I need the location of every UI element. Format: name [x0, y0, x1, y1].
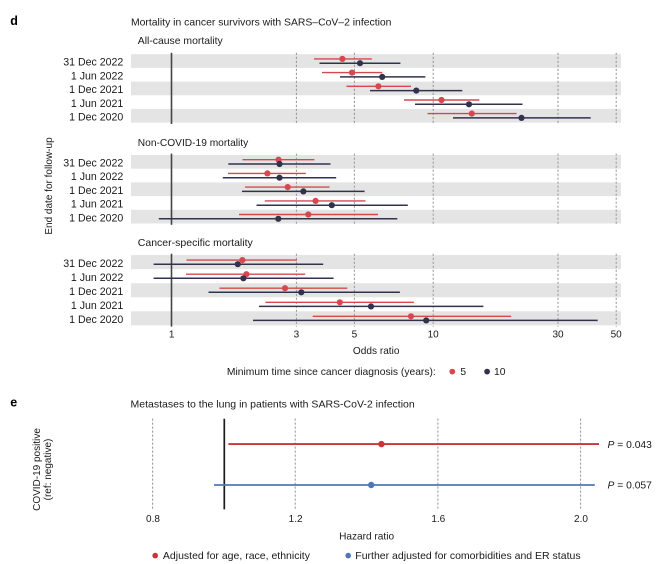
svg-text:e: e	[10, 396, 17, 410]
svg-text:1 Dec 2020: 1 Dec 2020	[69, 314, 123, 326]
svg-text:1 Jun 2021: 1 Jun 2021	[71, 98, 124, 110]
svg-text:1 Dec 2020: 1 Dec 2020	[69, 111, 123, 123]
svg-text:Hazard ratio: Hazard ratio	[339, 532, 394, 543]
svg-text:1 Dec 2020: 1 Dec 2020	[69, 212, 123, 224]
svg-text:Adjusted for age, race, ethnic: Adjusted for age, race, ethnicity	[163, 550, 311, 562]
svg-text:End date for follow-up: End date for follow-up	[44, 137, 55, 235]
svg-text:1 Dec 2021: 1 Dec 2021	[69, 286, 123, 298]
svg-text:1: 1	[169, 330, 175, 341]
svg-text:1 Dec 2021: 1 Dec 2021	[69, 84, 123, 96]
svg-text:Odds ratio: Odds ratio	[353, 346, 400, 357]
svg-text:10: 10	[428, 330, 440, 341]
svg-text:5: 5	[352, 330, 358, 341]
svg-text:31 Dec 2022: 31 Dec 2022	[63, 158, 123, 170]
svg-text:31 Dec 2022: 31 Dec 2022	[63, 57, 123, 69]
svg-text:1 Jun 2022: 1 Jun 2022	[71, 171, 124, 183]
svg-text:Minimum time since cancer diag: Minimum time since cancer diagnosis (yea…	[227, 367, 436, 378]
svg-text:P = 0.043: P = 0.043	[608, 440, 653, 451]
svg-text:2.0: 2.0	[574, 514, 588, 525]
svg-text:Metastases to the lung in pati: Metastases to the lung in patients with …	[131, 398, 415, 410]
svg-text:Non-COVID-19 mortality: Non-COVID-19 mortality	[138, 138, 249, 149]
svg-text:1.6: 1.6	[431, 514, 445, 525]
svg-text:3: 3	[294, 330, 300, 341]
svg-text:31 Dec 2022: 31 Dec 2022	[63, 258, 123, 270]
svg-text:1 Jun 2021: 1 Jun 2021	[71, 199, 124, 211]
svg-text:1 Jun 2022: 1 Jun 2022	[71, 70, 124, 82]
svg-text:10: 10	[494, 367, 506, 378]
svg-text:30: 30	[552, 330, 564, 341]
svg-text:5: 5	[460, 367, 466, 378]
svg-text:P = 0.057: P = 0.057	[608, 481, 653, 492]
svg-text:0.8: 0.8	[146, 514, 160, 525]
svg-text:Mortality in cancer survivors: Mortality in cancer survivors with SARS–…	[131, 17, 392, 28]
svg-text:COVID-19 positive: COVID-19 positive	[32, 428, 43, 511]
svg-text:1 Jun 2022: 1 Jun 2022	[71, 272, 124, 284]
svg-text:1 Jun 2021: 1 Jun 2021	[71, 300, 124, 312]
svg-text:All-cause mortality: All-cause mortality	[138, 36, 224, 47]
svg-text:1 Dec 2021: 1 Dec 2021	[69, 185, 123, 197]
svg-text:50: 50	[611, 330, 623, 341]
svg-text:1.2: 1.2	[289, 514, 303, 525]
svg-text:Further adjusted for comorbidi: Further adjusted for comorbidities and E…	[355, 550, 580, 562]
svg-text:(ref: negative): (ref: negative)	[43, 439, 54, 501]
svg-text:d: d	[10, 14, 18, 28]
svg-text:Cancer-specific mortality: Cancer-specific mortality	[138, 237, 254, 249]
